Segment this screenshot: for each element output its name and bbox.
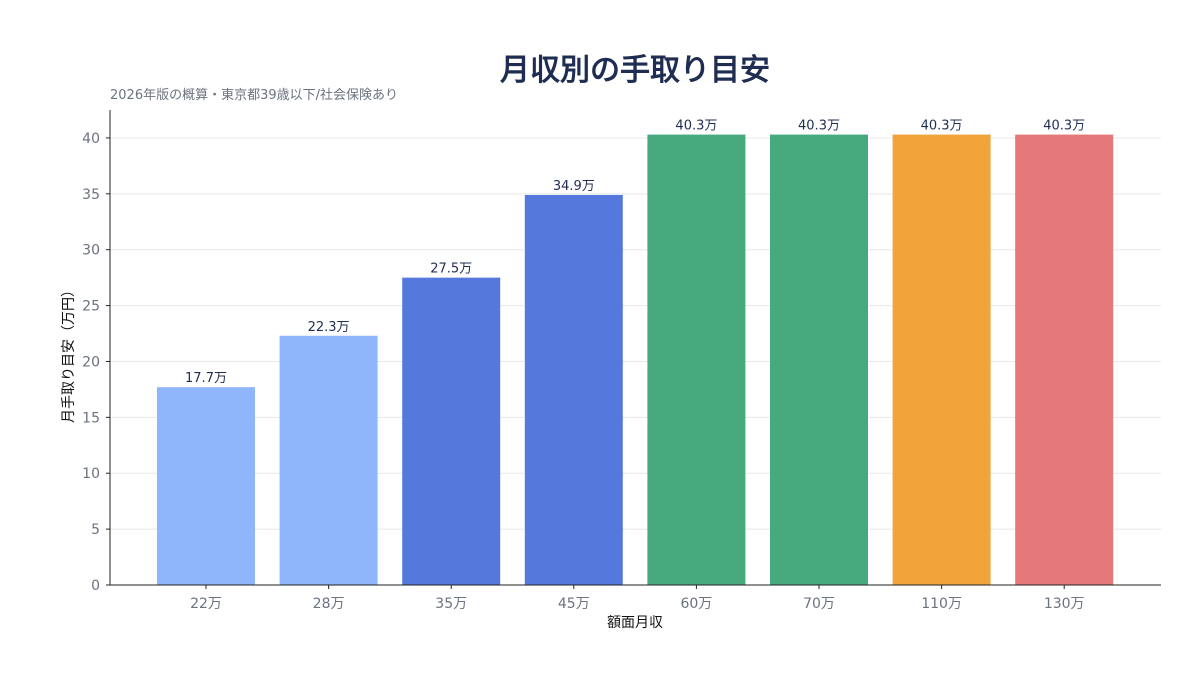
bars xyxy=(157,134,1114,586)
bar-value-label: 34.9万 xyxy=(553,179,595,194)
chart-subtitle: 2026年版の概算・東京都39歳以下/社会保険あり xyxy=(110,87,398,103)
grid-lines xyxy=(110,137,1161,530)
bar xyxy=(1015,134,1114,585)
x-tick-label: 130万 xyxy=(1044,596,1085,612)
x-tick-label: 70万 xyxy=(803,596,835,612)
bar-value-label: 40.3万 xyxy=(675,119,717,134)
bar-value-label: 17.7万 xyxy=(185,371,227,386)
bar-value-label: 22.3万 xyxy=(308,320,350,335)
y-tick-label: 25 xyxy=(82,299,100,315)
chart-title: 月収別の手取り目安 xyxy=(500,53,770,88)
x-axis-label: 額面月収 xyxy=(607,615,663,631)
bar xyxy=(402,277,501,585)
y-tick-label: 5 xyxy=(91,522,100,538)
x-tick-label: 35万 xyxy=(435,596,467,612)
x-tick-label: 28万 xyxy=(313,596,345,612)
bar-value-label: 40.3万 xyxy=(798,119,840,134)
bar xyxy=(647,134,746,585)
y-tick-label: 0 xyxy=(91,578,100,594)
y-tick-label: 20 xyxy=(82,354,100,370)
y-axis-ticks: 0 5 10 15 20 25 30 35 40 xyxy=(82,131,110,594)
bar xyxy=(892,134,991,585)
bar xyxy=(770,134,868,585)
x-tick-label: 45万 xyxy=(558,596,590,612)
x-tick-label: 22万 xyxy=(190,596,222,612)
y-axis-label: 月手取り目安（万円） xyxy=(61,283,77,423)
y-tick-label: 10 xyxy=(82,466,100,482)
y-tick-label: 15 xyxy=(82,410,100,426)
bar-value-label: 27.5万 xyxy=(430,262,472,277)
x-tick-label: 110万 xyxy=(921,596,962,612)
bar xyxy=(279,335,378,585)
bar xyxy=(157,387,255,585)
bar-value-label: 40.3万 xyxy=(1043,119,1085,134)
bar xyxy=(524,194,623,586)
y-tick-label: 35 xyxy=(82,187,100,203)
y-tick-label: 40 xyxy=(82,131,100,147)
data-labels: 17.7万 22.3万 27.5万 34.9万 40.3万 40.3万 40.3万 40.3万 xyxy=(185,119,1085,387)
y-tick-label: 30 xyxy=(82,243,100,259)
bar-value-label: 40.3万 xyxy=(921,119,963,134)
x-tick-label: 60万 xyxy=(680,596,712,612)
x-axis-ticks: 22万 28万 35万 45万 60万 70万 110万 130万 xyxy=(190,585,1085,612)
